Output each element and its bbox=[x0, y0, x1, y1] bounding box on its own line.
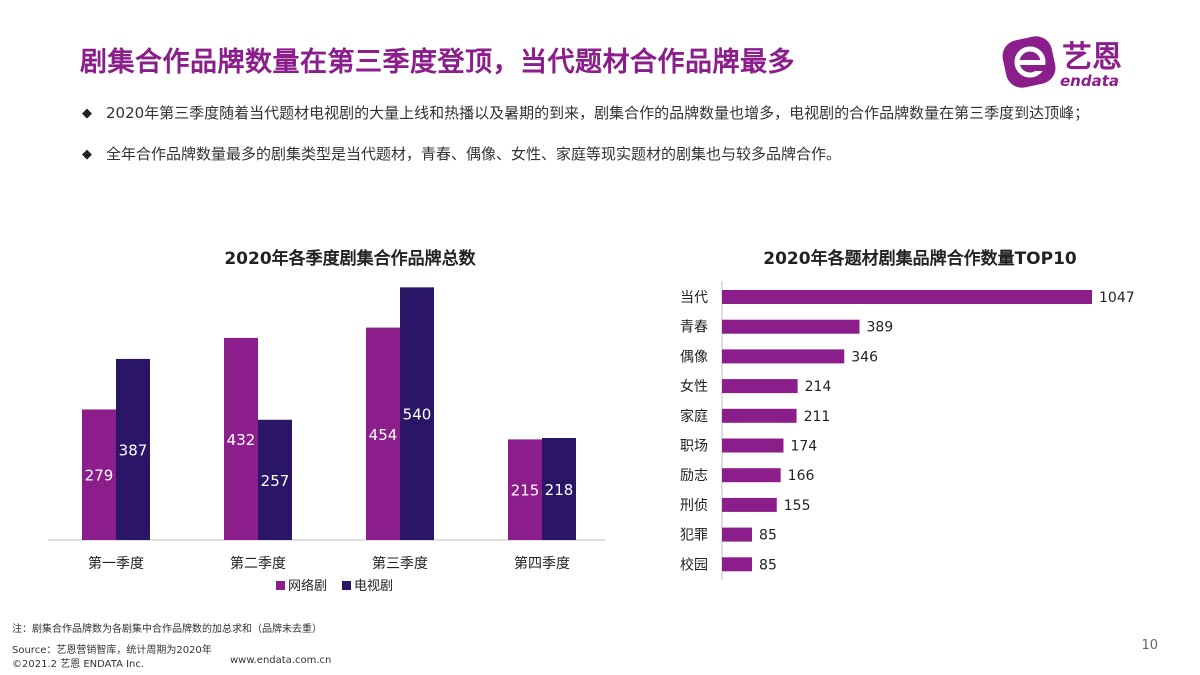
bar-web-series bbox=[508, 439, 542, 540]
data-label: 432 bbox=[227, 431, 256, 449]
category-tick-label: 犯罪 bbox=[680, 528, 708, 544]
data-label: 346 bbox=[851, 349, 878, 365]
category-tick-label: 当代 bbox=[680, 290, 708, 306]
genre-bar-chart: 当代 1047 青春 389 偶像 346 女性 214 家庭 211 职场 174 励志 166 刑侦 15… bbox=[680, 281, 1135, 581]
bar-tv-series bbox=[258, 419, 292, 540]
endata-logo-icon bbox=[1002, 36, 1056, 88]
quarter-bar-chart: 279 387 第一季度 432 257 第二季度 454 540 第三季度 215 218 第四季度… bbox=[48, 287, 605, 594]
bullet-item: ◆ 2020年第三季度随着当代题材电视剧的大量上线和热播以及暑期的到来，剧集合作… bbox=[82, 100, 1142, 127]
diamond-bullet-icon: ◆ bbox=[82, 106, 92, 121]
data-label: 389 bbox=[866, 320, 893, 336]
page-title: 剧集合作品牌数量在第三季度登顶，当代题材合作品牌最多 bbox=[80, 47, 795, 78]
footer-website: www.endata.com.cn bbox=[230, 655, 332, 666]
endata-logo: 艺恩 endata bbox=[1000, 28, 1165, 98]
data-label: 257 bbox=[261, 472, 290, 490]
category-tick-label: 第二季度 bbox=[230, 555, 286, 572]
bar-genre bbox=[722, 557, 753, 572]
bar-genre bbox=[722, 468, 781, 483]
footer-copyright: ©2021.2 艺恩 ENDATA Inc. bbox=[12, 659, 145, 670]
data-label: 85 bbox=[759, 528, 777, 544]
bar-genre bbox=[722, 527, 753, 542]
footer-note: 注：剧集合作品牌数为各剧集中合作品牌数的加总求和（品牌未去重） bbox=[12, 624, 322, 635]
data-label: 279 bbox=[85, 467, 114, 485]
category-tick-label: 家庭 bbox=[680, 408, 708, 425]
data-label: 214 bbox=[805, 379, 832, 395]
data-label: 218 bbox=[545, 481, 574, 499]
category-tick-label: 女性 bbox=[680, 378, 708, 395]
category-tick-label: 励志 bbox=[680, 468, 708, 484]
footer-source: Source：艺恩营销智库，统计周期为2020年 bbox=[12, 645, 212, 656]
data-label: 387 bbox=[119, 441, 148, 459]
bar-tv-series bbox=[116, 358, 150, 540]
bullet-text: 全年合作品牌数量最多的剧集类型是当代题材，青春、偶像、女性、家庭等现实题材的剧集… bbox=[106, 145, 842, 163]
genre-chart-title: 2020年各题材剧集品牌合作数量TOP10 bbox=[763, 249, 1077, 269]
data-label: 211 bbox=[804, 409, 831, 425]
bar-genre bbox=[722, 379, 798, 394]
diamond-bullet-icon: ◆ bbox=[82, 147, 92, 162]
category-tick-label: 青春 bbox=[680, 320, 708, 336]
legend-swatch bbox=[276, 581, 285, 590]
category-tick-label: 第三季度 bbox=[372, 555, 428, 572]
quarter-chart-title: 2020年各季度剧集合作品牌总数 bbox=[224, 249, 476, 269]
data-label: 1047 bbox=[1099, 290, 1135, 306]
bar-genre bbox=[722, 497, 777, 512]
category-tick-label: 第一季度 bbox=[88, 555, 144, 572]
data-label: 454 bbox=[369, 426, 398, 444]
category-tick-label: 校园 bbox=[680, 556, 708, 573]
page-number: 10 bbox=[1141, 638, 1158, 653]
bar-genre bbox=[722, 319, 860, 334]
logo-sub: endata bbox=[1060, 72, 1120, 90]
data-label: 166 bbox=[788, 468, 815, 484]
data-label: 174 bbox=[790, 439, 817, 455]
data-label: 85 bbox=[759, 557, 777, 573]
bar-genre bbox=[722, 349, 845, 364]
logo-name: 艺恩 bbox=[1062, 40, 1122, 75]
bar-web-series bbox=[366, 327, 400, 540]
bullet-list: ◆ 2020年第三季度随着当代题材电视剧的大量上线和热播以及暑期的到来，剧集合作… bbox=[82, 100, 1142, 182]
bar-genre bbox=[722, 290, 1092, 304]
bar-genre bbox=[722, 408, 797, 423]
legend-label: 电视剧 bbox=[354, 579, 393, 594]
bar-tv-series bbox=[400, 287, 434, 540]
bullet-item: ◆ 全年合作品牌数量最多的剧集类型是当代题材，青春、偶像、女性、家庭等现实题材的… bbox=[82, 141, 1142, 168]
data-label: 540 bbox=[403, 406, 432, 424]
category-tick-label: 第四季度 bbox=[514, 555, 570, 572]
bar-genre bbox=[722, 438, 784, 453]
bar-web-series bbox=[82, 409, 116, 540]
bar-tv-series bbox=[542, 438, 576, 540]
category-tick-label: 刑侦 bbox=[680, 498, 708, 514]
category-tick-label: 偶像 bbox=[680, 349, 708, 365]
bullet-text: 2020年第三季度随着当代题材电视剧的大量上线和热播以及暑期的到来，剧集合作的品… bbox=[106, 104, 1090, 122]
data-label: 155 bbox=[784, 498, 811, 514]
category-tick-label: 职场 bbox=[680, 439, 708, 455]
legend-label: 网络剧 bbox=[288, 578, 327, 594]
data-label: 215 bbox=[511, 482, 540, 500]
legend-swatch bbox=[342, 581, 351, 590]
bar-web-series bbox=[224, 337, 258, 540]
